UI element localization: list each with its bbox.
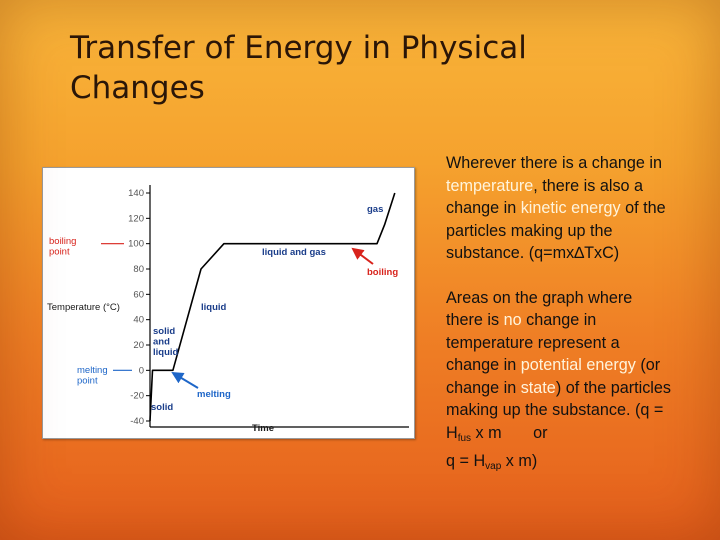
formula-fus: (q = H xyxy=(446,401,664,442)
heating-curve-line xyxy=(149,192,396,422)
y-tick-label: 40 xyxy=(133,315,144,326)
solid-label: solid xyxy=(151,402,173,413)
x-axis-label: Time xyxy=(252,423,274,434)
heating-curve-chart: Temperature (°C) Time -40 -20 0 20 40 60 80 100 1… xyxy=(42,167,415,439)
gas-label: gas xyxy=(367,204,383,215)
formula-vap-subscript: vap xyxy=(485,461,502,472)
y-tick-label: -20 xyxy=(130,391,144,402)
formula-vap: q = H xyxy=(446,452,486,470)
slide-title: Transfer of Energy in Physical Changes xyxy=(70,30,527,106)
solid-and-liquid-label: solid and liquid xyxy=(153,326,179,358)
p2-highlight-no: no xyxy=(503,311,522,329)
boiling-point-label: boiling point xyxy=(49,236,76,257)
chart-svg: Temperature (°C) Time -40 -20 0 20 40 60 80 100 1… xyxy=(47,185,409,434)
p1-text-3: of the particles making up the substance… xyxy=(446,199,666,262)
y-tick-label: 80 xyxy=(133,264,144,275)
y-tick-label: 0 xyxy=(139,365,144,376)
p1-text-2: , there is also a change in xyxy=(446,176,644,218)
paragraph-potential: Areas on the graph where there is no cha… xyxy=(446,287,671,479)
chart-ticks: -40 -20 0 20 40 60 80 100 120 140 xyxy=(128,188,150,427)
melting-arrow xyxy=(171,371,199,389)
formula-fus-tail: x m or xyxy=(471,423,548,442)
p1-highlight-kinetic-energy: kinetic energy xyxy=(520,199,621,217)
p2-text-1: Areas on the graph where there is xyxy=(446,288,633,330)
p2-highlight-state: state xyxy=(520,378,556,397)
liquid-and-gas-label: liquid and gas xyxy=(262,247,326,258)
p2-text-4: ) of the particles making up the substan… xyxy=(446,378,671,420)
paragraph-kinetic: Wherever there is a change in temperatur… xyxy=(446,152,671,265)
p2-text-2: change in temperature represent a change… xyxy=(446,311,620,374)
p2-text-3: (or change in xyxy=(446,356,661,397)
y-tick-label: 100 xyxy=(128,239,144,250)
chart-annotations: boiling point melting point gas liquid and ga… xyxy=(49,204,398,413)
liquid-label: liquid xyxy=(201,302,227,313)
y-tick-label: 20 xyxy=(133,340,144,351)
formula-vap-tail: x m) xyxy=(501,452,538,470)
y-tick-label: 60 xyxy=(133,289,144,300)
melting-point-label: melting point xyxy=(77,365,108,386)
y-axis-label: Temperature (°C) xyxy=(47,302,120,313)
boiling-arrow xyxy=(351,247,374,265)
chart-axes: Temperature (°C) Time xyxy=(47,185,409,434)
y-tick-label: -40 xyxy=(130,416,144,427)
explanation-text: Wherever there is a change in temperatur… xyxy=(446,152,671,501)
p2-highlight-potential-energy: potential energy xyxy=(520,356,636,374)
y-tick-label: 120 xyxy=(128,213,144,224)
melting-label: melting xyxy=(197,389,231,400)
y-tick-label: 140 xyxy=(128,188,144,199)
formula-fus-subscript: fus xyxy=(457,432,472,444)
boiling-label: boiling xyxy=(367,267,398,278)
p1-highlight-temperature: temperature xyxy=(446,176,534,195)
p1-text-1: Wherever there is a change in xyxy=(446,154,662,172)
